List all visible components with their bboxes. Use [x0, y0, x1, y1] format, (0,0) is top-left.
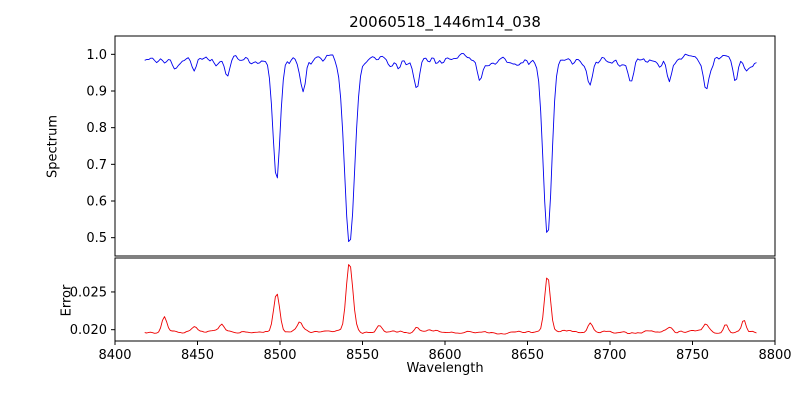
spectrum-y-tick-label: 0.8 — [86, 121, 107, 136]
spectrum-panel-frame — [114, 35, 776, 257]
spectrum-y-tick-label: 0.9 — [86, 85, 107, 100]
error-y-tick-label: 0.020 — [70, 323, 107, 338]
x-axis-label: Wavelength — [406, 361, 484, 376]
x-tick-label: 8800 — [758, 348, 791, 363]
x-tick-label: 8650 — [511, 348, 544, 363]
x-tick-label: 8700 — [593, 348, 626, 363]
x-tick-label: 8550 — [346, 348, 379, 363]
x-tick-label: 8450 — [181, 348, 214, 363]
error-line — [144, 264, 757, 335]
spectrum-y-tick-label: 0.6 — [86, 195, 107, 210]
spectrum-y-tick-label: 1.0 — [86, 48, 107, 63]
spectrum-y-tick-label: 0.7 — [86, 158, 107, 173]
spectrum-y-tick-label: 0.5 — [86, 231, 107, 246]
x-tick-label: 8500 — [263, 348, 296, 363]
x-tick-label: 8600 — [428, 348, 461, 363]
error-y-tick-label: 0.025 — [70, 285, 107, 300]
error-panel-frame — [114, 257, 776, 342]
spectrum-line — [144, 53, 757, 243]
x-tick-label: 8400 — [98, 348, 131, 363]
chart-title: 20060518_1446m14_038 — [349, 13, 541, 31]
x-tick-label: 8750 — [676, 348, 709, 363]
